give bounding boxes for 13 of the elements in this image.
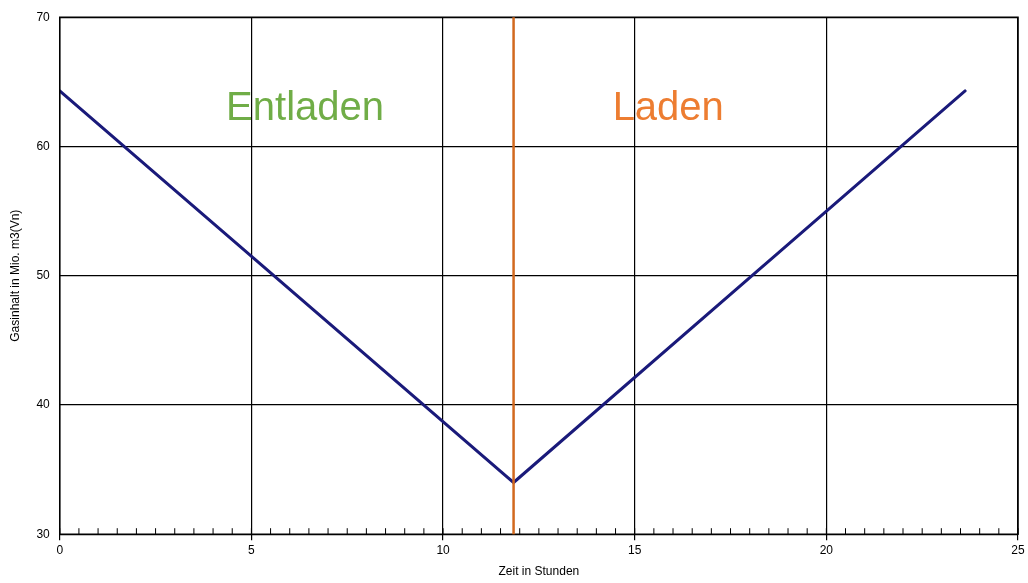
y-tick-label: 60 bbox=[36, 138, 51, 153]
y-tick-label: 30 bbox=[36, 526, 51, 541]
x-axis-title: Zeit in Stunden bbox=[498, 564, 580, 579]
y-tick-label: 70 bbox=[36, 9, 51, 24]
y-tick-label: 50 bbox=[36, 268, 51, 283]
x-tick-label: 10 bbox=[436, 542, 451, 557]
x-tick-label: 15 bbox=[628, 542, 642, 557]
x-tick-label: 25 bbox=[1011, 542, 1025, 557]
x-tick-label: 0 bbox=[56, 542, 64, 557]
y-tick-label: 40 bbox=[36, 397, 51, 412]
x-tick-label: 5 bbox=[248, 542, 256, 557]
x-tick-label: 20 bbox=[819, 542, 834, 557]
y-axis-title: Gasinhalt in Mio. m3(Vn) bbox=[7, 209, 22, 342]
